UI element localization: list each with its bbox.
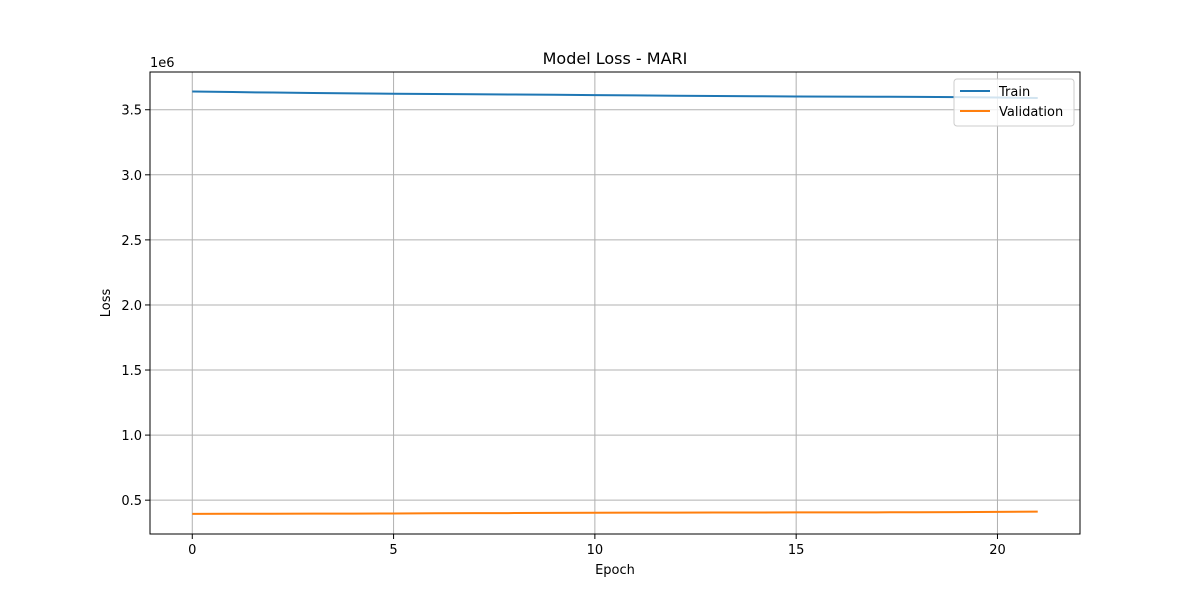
legend: Train Validation: [953, 78, 1075, 127]
x-tick-label: 5: [389, 543, 397, 558]
y-tick-label: 0.5: [121, 494, 142, 509]
x-tick-label: 15: [788, 543, 805, 558]
series-line-train: [192, 90, 1038, 100]
tick-layer: 0 5 10 15 20 0.5 1.0 1.5 2.0 2.5 3.0 3.5: [121, 104, 1005, 558]
x-tick-label: 0: [188, 543, 196, 558]
y-axis-label: Loss: [99, 289, 114, 318]
y-tick-label: 3.5: [121, 104, 142, 119]
plot-area-frame: [149, 71, 1081, 535]
series-line-validation: [192, 510, 1038, 515]
x-axis-label: Epoch: [595, 563, 635, 578]
series-layer: [192, 90, 1038, 515]
y-tick-label: 1.0: [121, 429, 142, 444]
y-tick-label: 2.0: [121, 299, 142, 314]
x-tick-label: 20: [989, 543, 1006, 558]
y-axis-offset-label: 1e6: [150, 56, 175, 71]
y-tick-label: 2.5: [121, 234, 142, 249]
grid-layer: [150, 72, 1080, 534]
chart-title: Model Loss - MARI: [543, 49, 688, 68]
y-tick-label: 1.5: [121, 364, 142, 379]
legend-label-train: Train: [998, 85, 1030, 100]
x-tick-label: 10: [587, 543, 604, 558]
legend-label-validation: Validation: [999, 105, 1063, 120]
y-tick-label: 3.0: [121, 169, 142, 184]
